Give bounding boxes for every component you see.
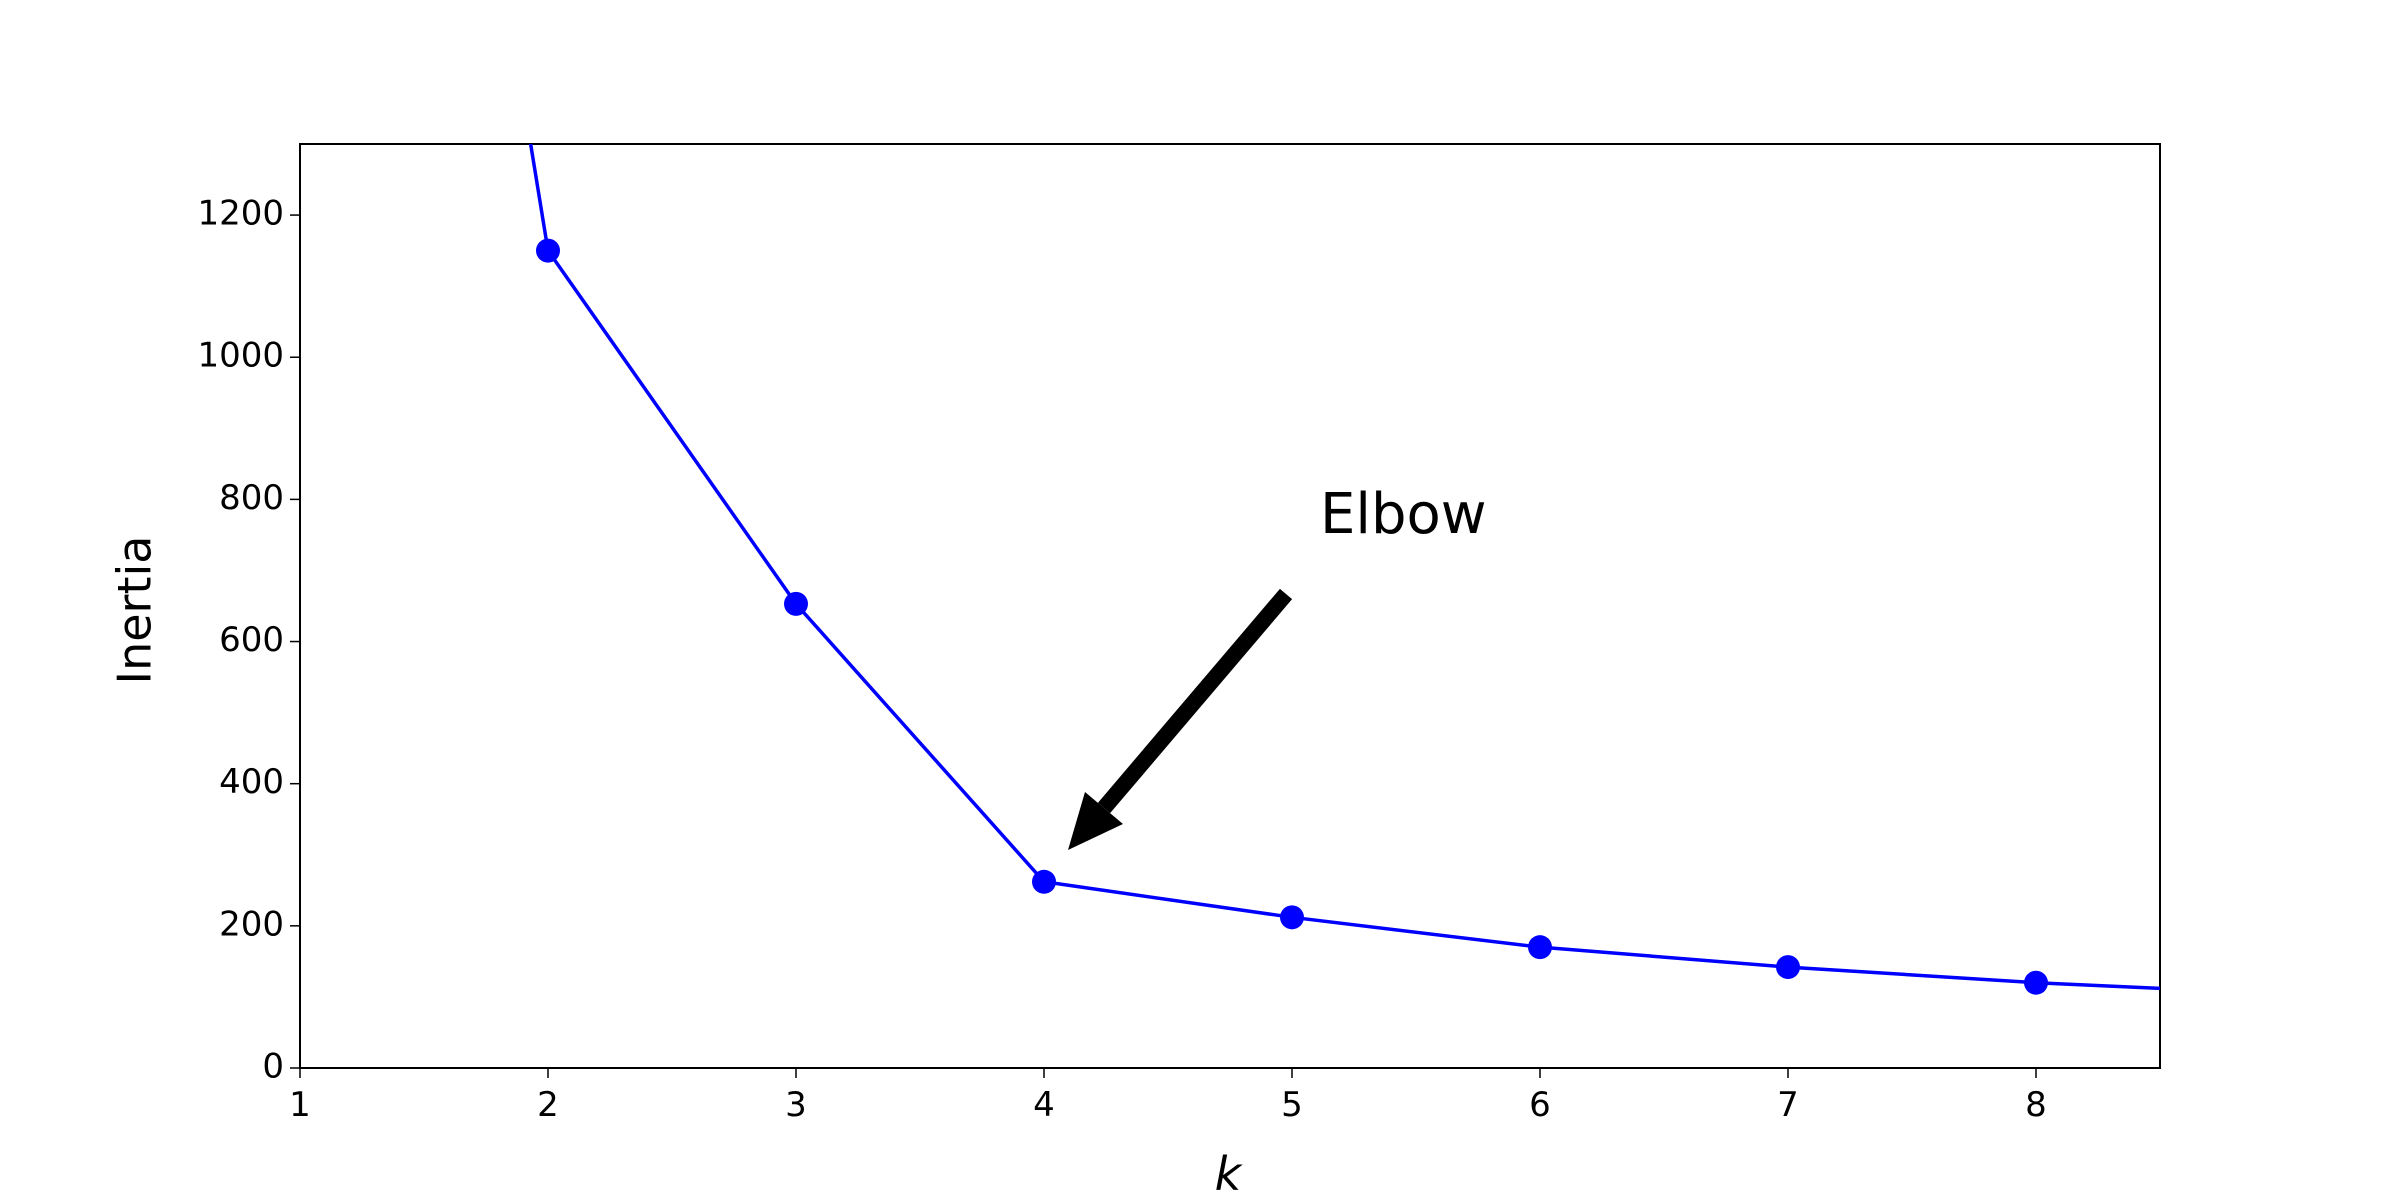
annotation-text: Elbow <box>1320 482 1487 547</box>
y-tick-label: 400 <box>219 762 284 802</box>
y-axis-label: Inertia <box>108 536 162 685</box>
x-tick-label: 5 <box>1281 1085 1303 1125</box>
arrow-head <box>1068 792 1123 850</box>
x-tick-label: 3 <box>785 1085 807 1125</box>
x-tick-label: 1 <box>289 1085 311 1125</box>
data-point <box>784 591 808 616</box>
y-tick-label: 1000 <box>197 336 284 376</box>
annotation-arrow <box>1068 588 1293 850</box>
plot-area <box>528 144 2296 1006</box>
data-point <box>1280 905 1304 930</box>
data-line <box>528 144 2160 991</box>
data-point <box>2272 982 2296 1006</box>
x-tick-label: 6 <box>1529 1085 1551 1125</box>
x-tick-label: 7 <box>1777 1085 1799 1125</box>
y-tick-label: 600 <box>219 620 284 660</box>
x-tick-label: 2 <box>537 1085 559 1125</box>
data-point <box>1032 869 1056 894</box>
data-point <box>2024 970 2048 995</box>
x-tick-label: 4 <box>1033 1085 1055 1125</box>
x-axis-label: k <box>1215 1147 1244 1200</box>
y-tick-label: 200 <box>219 904 284 944</box>
data-point <box>1776 955 1800 980</box>
data-point <box>1528 935 1552 960</box>
y-tick-label: 800 <box>219 478 284 518</box>
data-point <box>536 238 560 263</box>
x-tick-label: 8 <box>2025 1085 2047 1125</box>
arrow-shaft <box>1097 588 1293 814</box>
axes-frame <box>299 143 2161 1069</box>
y-tick-label: 0 <box>262 1047 284 1087</box>
y-tick-label: 1200 <box>197 194 284 234</box>
